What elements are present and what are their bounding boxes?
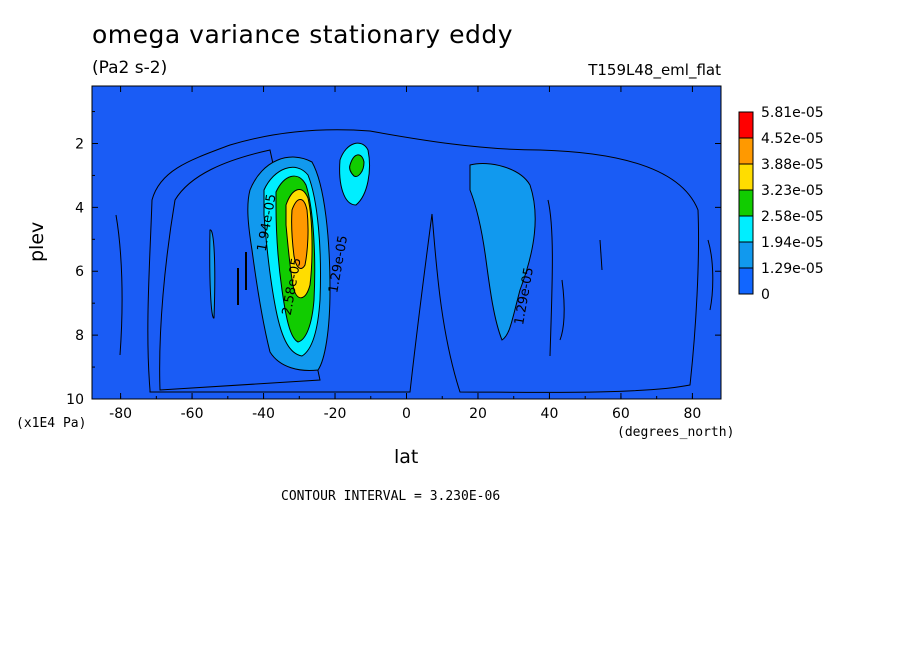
x-axis-unit: (degrees_north) <box>617 425 735 440</box>
y-tick-label: 2 <box>75 136 84 152</box>
legend-swatch <box>738 241 754 269</box>
inner-contour-south <box>159 149 321 391</box>
chart-title: omega variance stationary eddy <box>92 20 514 49</box>
legend-level-label: 1.94e-05 <box>761 235 824 251</box>
x-ticks: -80 -60 -40 -20 0 20 40 60 80 <box>109 86 701 422</box>
x-tick-label: 40 <box>541 406 559 422</box>
band-5 <box>291 199 309 269</box>
y-tick-label: 4 <box>75 200 84 216</box>
legend-level-label: 3.88e-05 <box>761 157 824 173</box>
legend-level-label: 0 <box>761 287 770 303</box>
legend-swatch <box>738 267 754 295</box>
legend-level-label: 2.58e-05 <box>761 209 824 225</box>
y-tick-label: 10 <box>66 392 84 408</box>
contour-interval: CONTOUR INTERVAL = 3.230E-06 <box>281 489 501 504</box>
x-tick-label: -60 <box>181 406 204 422</box>
band-side-core <box>349 154 365 177</box>
streak-6 <box>599 239 603 271</box>
x-tick-label: -20 <box>324 406 347 422</box>
chart-units: (Pa2 s-2) <box>92 58 168 78</box>
band-north-2 <box>547 199 553 357</box>
x-tick-label: 80 <box>683 406 701 422</box>
x-tick-label: 60 <box>612 406 630 422</box>
legend-swatch <box>738 215 754 243</box>
x-tick-label: -40 <box>252 406 275 422</box>
color-legend: 5.81e-05 4.52e-05 3.88e-05 3.23e-05 2.58e-05… <box>738 105 824 303</box>
legend-swatch <box>738 137 754 165</box>
x-tick-label: -80 <box>109 406 132 422</box>
y-ticks: 2 4 6 8 10 <box>66 111 721 408</box>
streak-4 <box>115 214 123 356</box>
legend-swatch <box>738 189 754 217</box>
legend-swatch <box>738 111 754 139</box>
streak-5 <box>707 239 714 311</box>
legend-level-label: 1.29e-05 <box>761 261 824 277</box>
run-label: T159L48_eml_flat <box>588 61 721 79</box>
y-tick-label: 6 <box>75 264 84 280</box>
x-axis-label: lat <box>394 446 419 468</box>
x-tick-label: 0 <box>402 406 411 422</box>
plot-area <box>92 86 721 399</box>
legend-swatch <box>738 163 754 191</box>
y-tick-label: 8 <box>75 328 84 344</box>
band-north-3 <box>559 279 565 341</box>
band-north <box>469 163 536 341</box>
contour-labels: 1.94e-051.29e-052.58e-05 1.29e-05 <box>255 193 537 326</box>
x-tick-label: 20 <box>469 406 487 422</box>
legend-level-label: 4.52e-05 <box>761 131 824 147</box>
legend-level-label: 3.23e-05 <box>761 183 824 199</box>
streak-1 <box>209 229 216 319</box>
outer-contour <box>147 129 700 393</box>
y-axis-unit: (x1E4 Pa) <box>16 416 87 431</box>
legend-level-label: 5.81e-05 <box>761 105 824 121</box>
contour-fields <box>115 129 714 393</box>
